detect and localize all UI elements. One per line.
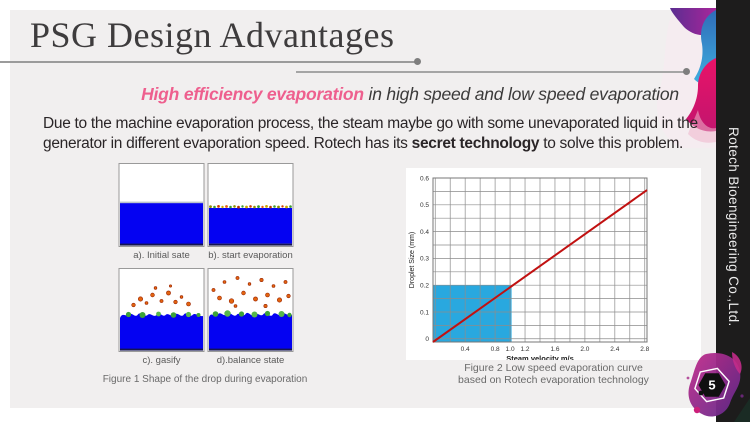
corner-dark-accent [734,398,750,422]
page-badge-hexagon [698,373,726,397]
surface-specks [209,205,292,209]
figure1-panel-a [118,163,205,247]
data-line [432,189,648,343]
figure2-chart-card: 0.4 0.8 1.0 1.2 1.6 2.0 2.4 2.8 0 0.1 0.2 0.3 0.4 0.5… [406,168,701,360]
panel-d-caption: d).balance state [216,355,285,366]
x-tick-label: 2.8 [640,346,649,353]
x-tick-label: 2.0 [580,346,589,353]
x-tick-label: 0.8 [491,346,500,353]
figure2-caption-line1: Figure 2 Low speed evaporation curve [464,362,643,374]
flying-droplets [211,276,291,308]
body-paragraph: Due to the machine evaporation process, … [43,114,715,154]
y-tick-label: 0.5 [420,202,429,209]
secondary-underline-dot [683,68,690,75]
slide-subtitle: High efficiency evaporation in high spee… [110,84,710,105]
small-magenta-dot [693,406,701,414]
page-badge-outline [694,367,730,403]
company-name-vertical: Rotech Bioengineering Co.,Ltd. [726,127,741,327]
figure1-panel-b [207,163,294,247]
title-underline-dot [414,58,421,65]
panel-d-graphic [207,268,294,352]
small-black-dot [698,390,704,396]
plot-border [432,177,648,343]
figure2-caption: Figure 2 Low speed evaporation curve bas… [406,362,701,386]
flying-droplets [131,284,191,308]
green-bumps [212,310,292,318]
y-tick-label: 0.1 [420,309,429,316]
body-line-2: generator in different evaporation speed… [43,135,684,152]
x-axis-label: Steam velocity m/s [506,354,574,360]
panel-b-graphic [207,163,294,247]
body-line-1: Due to the machine evaporation process, … [43,115,698,132]
panel-c-graphic [118,268,205,352]
subtitle-rest: in high speed and low speed evaporation [363,84,680,104]
x-tick-label: 0.4 [461,346,470,353]
panel-a-caption: a). Initial sate [133,250,190,261]
x-tick-label: 1.0 [506,346,515,353]
panel-c-caption: c). gasify [142,355,181,366]
y-tick-label: 0 [425,336,429,343]
y-axis-label: Droplet Size (mm) [409,232,416,288]
panel-a-graphic [118,163,205,247]
top-right-paint-ribbon [657,8,716,148]
secondary-underline [296,71,684,73]
y-tick-label: 0.2 [420,282,429,289]
figure1-panel-d [207,268,294,352]
page-title: PSG Design Advantages [30,15,395,55]
figure2-caption-line2: based on Rotech evaporation technology [458,374,649,386]
y-tick-label: 0.3 [420,256,429,263]
x-tick-label: 2.4 [610,346,619,353]
page-number: 5 [708,378,715,393]
figure1-caption: Figure 1 Shape of the drop during evapor… [102,374,308,385]
right-sidebar-strip [716,0,750,422]
green-bumps [125,311,201,318]
y-tick-label: 0.6 [420,175,429,182]
x-tick-label: 1.2 [521,346,530,353]
title-underline [0,61,415,63]
panel-b-caption: b). start evaporation [208,250,293,261]
x-tick-label: 1.6 [550,346,559,353]
y-tick-label: 0.4 [420,229,429,236]
secret-technology-bold: secret technology [411,135,540,152]
bottom-right-paint-splash: 5 [686,352,750,422]
figure2-chart: 0.4 0.8 1.0 1.2 1.6 2.0 2.4 2.8 0 0.1 0.2 0.3 0.4 0.5… [409,175,650,360]
figure1-panel-c [118,268,205,352]
subtitle-highlight: High efficiency evaporation [141,84,364,104]
